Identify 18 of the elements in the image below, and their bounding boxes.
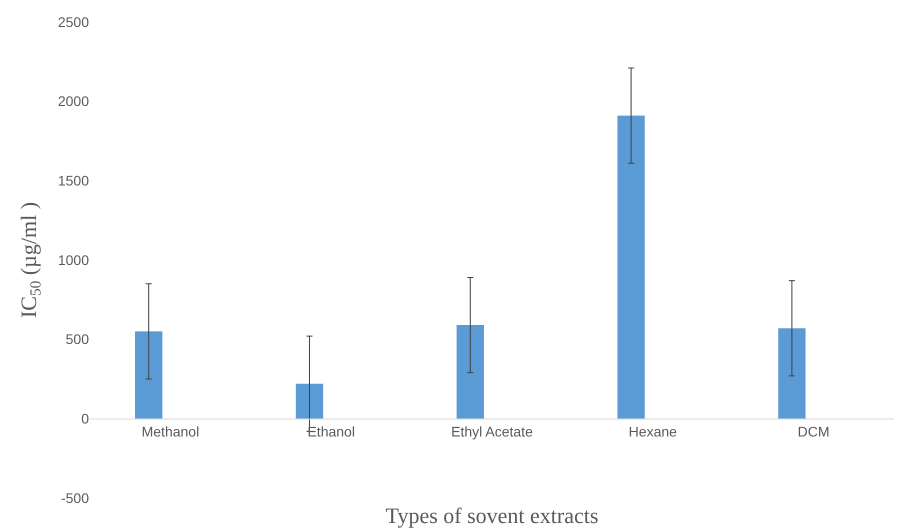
y-tick-label: 2500 [58,14,90,30]
x-axis-title: Types of sovent extracts [386,503,598,528]
x-tick-label: Ethanol [307,423,355,440]
y-tick-label: 1500 [58,172,90,189]
bar [296,384,324,419]
bar [135,331,162,419]
x-tick-label: Ethyl Acetate [451,423,534,440]
y-tick-label: 500 [66,331,90,348]
x-tick-label: Methanol [142,423,200,440]
y-tick-label: 1000 [58,252,90,268]
x-tick-label: Hexane [628,423,678,440]
y-tick-label: 0 [81,410,90,427]
x-tick-label: DCM [798,423,830,440]
bar [778,328,806,419]
y-tick-label: 2000 [58,93,90,110]
y-tick-label: -500 [60,490,90,506]
bar [617,116,645,419]
bar [456,325,484,419]
